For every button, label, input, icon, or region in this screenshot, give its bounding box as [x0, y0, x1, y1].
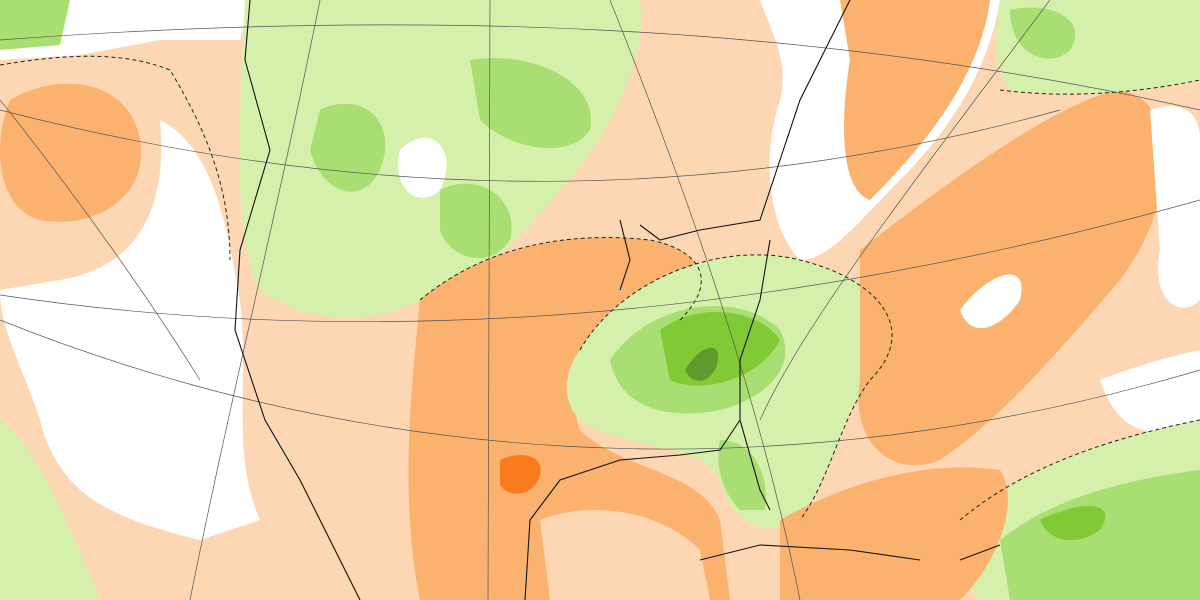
field-green	[470, 58, 591, 149]
coastline	[699, 544, 1001, 561]
field-dark-green	[685, 347, 719, 381]
field-white	[0, 120, 260, 540]
field-strong-green	[1040, 506, 1106, 541]
graticule-line	[759, 0, 1051, 421]
field-dark-orange	[500, 455, 541, 494]
field-orange	[840, 0, 990, 200]
field-white	[1100, 350, 1200, 432]
coastline	[619, 0, 851, 291]
contour	[0, 55, 231, 261]
contour	[999, 79, 1200, 95]
field-green	[718, 440, 766, 510]
contour	[419, 237, 702, 321]
graticule-line	[609, 0, 801, 600]
graticule-line	[0, 199, 1200, 323]
coastline	[234, 0, 361, 600]
field-orange	[780, 467, 1008, 600]
graticule-line	[0, 109, 1061, 182]
graticule-line	[487, 0, 491, 600]
field-light-orange	[540, 510, 710, 600]
contour	[579, 254, 893, 521]
field-light-green	[0, 420, 100, 600]
field-green	[440, 183, 512, 259]
field-green	[1000, 470, 1200, 600]
field-green	[1010, 7, 1076, 59]
contour	[959, 419, 1200, 521]
zero-contours	[0, 55, 1200, 521]
field-orange	[0, 83, 142, 222]
field-white	[398, 137, 447, 198]
graticule-line	[0, 99, 201, 381]
graticule-line	[0, 24, 1200, 111]
graticule-line	[0, 319, 1200, 450]
field-white	[960, 274, 1022, 329]
graticule-line	[189, 0, 321, 600]
field-green	[0, 0, 70, 50]
coastlines	[234, 0, 1001, 600]
coastline	[524, 239, 771, 600]
